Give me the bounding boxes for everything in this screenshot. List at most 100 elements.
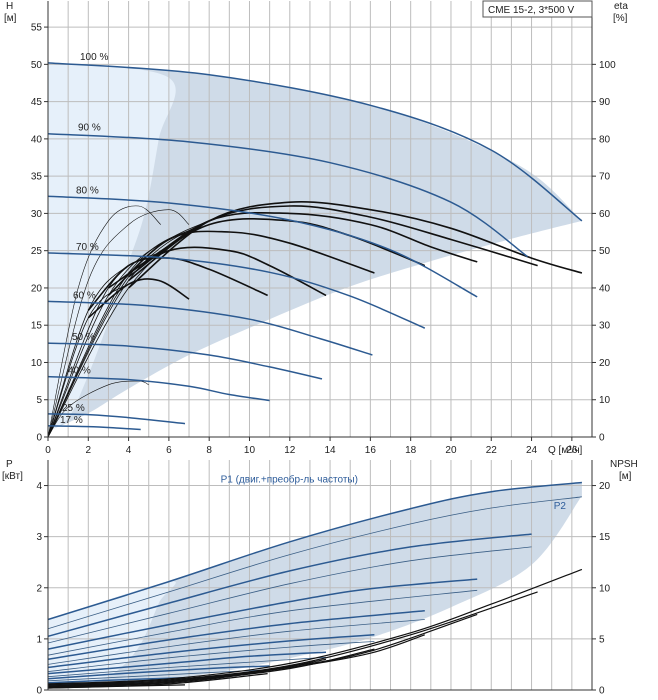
- p1-curve: [47, 610, 425, 661]
- x-tick-label: 18: [405, 445, 417, 456]
- y-left-tick-label: 35: [31, 172, 43, 183]
- speed-curve: [47, 195, 478, 298]
- y-right-tick-label: 20: [599, 358, 611, 369]
- y-right-axis-label-line2: [м]: [619, 471, 632, 482]
- speed-label: 40 %: [68, 366, 91, 377]
- y-right-tick-label: 80: [599, 134, 611, 145]
- speed-curve: [47, 375, 270, 402]
- p2-curve: [47, 546, 532, 644]
- speed-label: 60 %: [73, 290, 96, 301]
- y-left-tick-label: 45: [31, 97, 43, 108]
- axes: [47, 1, 593, 438]
- efficiency-curve-bold: [107, 246, 327, 297]
- y-left-tick-label: 5: [36, 395, 42, 406]
- operating-area-fill: [48, 482, 582, 686]
- operating-area-fill: [48, 62, 582, 432]
- grid-lines: [47, 1, 593, 438]
- speed-curve: [47, 132, 528, 258]
- efficiency-curve-bold: [128, 205, 538, 282]
- y-left-tick-label: 20: [31, 283, 43, 294]
- speed-curve: [47, 62, 583, 222]
- x-tick-label: 24: [526, 445, 538, 456]
- y-right-tick-label: 70: [599, 172, 611, 183]
- y-right-tick-label: 20: [599, 481, 611, 492]
- x-tick-label: 20: [445, 445, 457, 456]
- y-left-axis-label-line2: [кВт]: [2, 471, 23, 482]
- operating-area: [48, 482, 582, 686]
- npsh-curve: [47, 591, 538, 686]
- y-left-tick-label: 4: [36, 481, 42, 492]
- speed-label: 90 %: [78, 123, 101, 134]
- efficiency-curve-bold: [128, 217, 426, 274]
- efficiency-curve-bold: [87, 278, 190, 319]
- y-right-tick-labels: 0 5 10 15 20: [592, 481, 611, 697]
- p2-curve: [47, 641, 375, 672]
- npsh-curve: [47, 658, 327, 688]
- efficiency-curve-bold: [128, 211, 478, 278]
- speed-curve: [47, 413, 186, 425]
- y-left-tick-labels: 0 5 10 15 20 25 30 35 40 45 50 55: [31, 23, 48, 444]
- p2-annotation: P2: [554, 501, 567, 512]
- efficiency-curve: [47, 209, 190, 438]
- operating-area-left: [48, 62, 176, 432]
- p1-curve: [47, 578, 478, 650]
- power-npsh-panel: 0 1 2 3 4 0 5 10 15 20 P [кВт] NPSH [м] P1 (двиг…: [2, 459, 638, 697]
- y-left-tick-label: 3: [36, 532, 42, 543]
- p2-curves: [47, 496, 582, 687]
- y-right-tick-label: 100: [599, 60, 616, 71]
- x-tick-label: 8: [206, 445, 212, 456]
- speed-label: 25 %: [62, 403, 85, 414]
- speed-curve: [47, 342, 323, 380]
- x-tick-label: 16: [365, 445, 377, 456]
- x-tick-label: 14: [325, 445, 337, 456]
- y-left-tick-labels: 0 1 2 3 4: [36, 481, 48, 697]
- axes: [47, 460, 593, 691]
- speed-label: 50 %: [72, 332, 95, 343]
- p2-curve: [47, 656, 327, 678]
- y-right-tick-label: 30: [599, 321, 611, 332]
- speed-curve: [47, 252, 426, 329]
- y-left-tick-label: 10: [31, 358, 43, 369]
- p1-annotation: P1 (двиг.+преобр-ль частоты): [221, 473, 358, 485]
- y-left-tick-label: 0: [36, 433, 42, 444]
- chart-title: CME 15-2, 3*500 V: [488, 5, 574, 16]
- y-right-axis-label-line1: NPSH: [610, 459, 638, 470]
- speed-curves: [47, 62, 583, 431]
- y-left-tick-label: 15: [31, 321, 43, 332]
- p2-curve: [47, 589, 478, 656]
- speed-label: 70 %: [76, 242, 99, 253]
- speed-label: 100 %: [80, 52, 108, 63]
- x-axis-label: Q [м³/ч]: [548, 445, 583, 456]
- speed-label: 80 %: [76, 185, 99, 196]
- operating-area: [48, 62, 582, 432]
- y-left-tick-label: 2: [36, 583, 42, 594]
- y-left-tick-label: 30: [31, 209, 43, 220]
- x-tick-label: 22: [486, 445, 498, 456]
- y-left-axis-label-line2: [м]: [4, 13, 17, 24]
- x-tick-labels: 0 2 4 6 8 10 12 14 16 18 20 22 24 26: [45, 437, 578, 456]
- p1-curve: [47, 665, 270, 680]
- x-tick-label: 6: [166, 445, 172, 456]
- y-left-axis-label-line1: P: [6, 459, 13, 470]
- x-tick-label: 26: [566, 445, 578, 456]
- p1-curve: [47, 481, 582, 621]
- y-right-tick-label: 15: [599, 532, 611, 543]
- x-tick-label: 4: [126, 445, 132, 456]
- p2-curve: [47, 619, 425, 665]
- speed-labels: 100 % 90 % 80 % 70 % 60 % 50 % 40 % 25 %17 %: [60, 52, 108, 426]
- p1-curve: [47, 651, 327, 675]
- speed-curve: [47, 300, 373, 356]
- y-right-tick-label: 60: [599, 209, 611, 220]
- y-right-tick-labels: 0 10 20 30 40 50 60 70 80 90 100: [592, 60, 616, 444]
- x-tick-label: 2: [86, 445, 92, 456]
- x-tick-label: 0: [45, 445, 51, 456]
- npsh-curve: [47, 684, 186, 689]
- chart-title-box: [482, 0, 593, 18]
- speed-curve: [47, 425, 141, 431]
- x-tick-label: 10: [244, 445, 256, 456]
- y-right-tick-label: 10: [599, 395, 611, 406]
- y-right-tick-label: 10: [599, 583, 611, 594]
- p1-curve: [47, 533, 532, 638]
- y-left-axis-label-line1: H: [6, 1, 13, 12]
